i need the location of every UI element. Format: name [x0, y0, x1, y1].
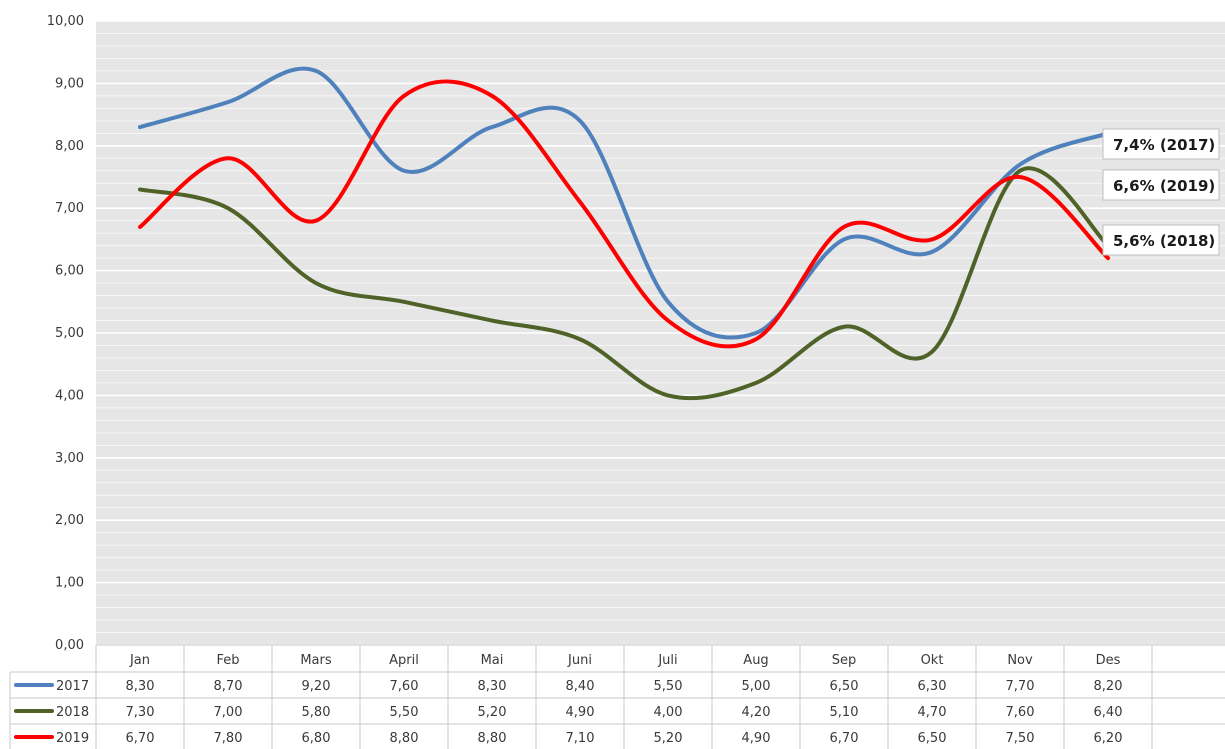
- data-label: 7,60: [1006, 705, 1035, 720]
- data-label: 8,70: [214, 679, 243, 694]
- data-label: 6,40: [1094, 705, 1123, 720]
- callout-text: 6,6% (2019): [1113, 177, 1215, 195]
- x-tick-label: Jan: [129, 653, 150, 668]
- data-label: 7,00: [214, 705, 243, 720]
- data-label: 7,50: [1006, 731, 1035, 746]
- y-tick-label: 8,00: [55, 139, 84, 154]
- data-label: 5,50: [390, 705, 419, 720]
- callout-text: 7,4% (2017): [1113, 136, 1215, 154]
- callout-labels: 7,4% (2017) 6,6% (2019) 5,6% (2018): [1102, 128, 1220, 256]
- callout-text: 5,6% (2018): [1113, 232, 1215, 250]
- series-lines: [138, 66, 1110, 401]
- data-label: 7,60: [390, 679, 419, 694]
- data-label: 5,20: [654, 731, 683, 746]
- y-tick-label: 2,00: [55, 513, 84, 528]
- data-label: 7,80: [214, 731, 243, 746]
- legend-label: 2017: [56, 679, 89, 694]
- y-tick-label: 3,00: [55, 451, 84, 466]
- data-label: 8,30: [126, 679, 155, 694]
- data-label: 8,30: [478, 679, 507, 694]
- x-tick-label: Aug: [743, 653, 768, 668]
- data-label: 5,10: [830, 705, 859, 720]
- series-line-2019: [138, 79, 1110, 349]
- series-line-2018: [138, 166, 1110, 401]
- data-label: 8,80: [478, 731, 507, 746]
- data-label: 5,80: [302, 705, 331, 720]
- data-label: 8,80: [390, 731, 419, 746]
- callout-1: 7,4% (2017): [1102, 128, 1220, 160]
- x-tick-label: Mars: [300, 653, 332, 668]
- x-tick-label: April: [389, 653, 419, 668]
- data-label: 6,50: [918, 731, 947, 746]
- x-tick-label: Feb: [216, 653, 239, 668]
- data-label: 5,20: [478, 705, 507, 720]
- callout-2: 6,6% (2019): [1102, 169, 1220, 201]
- data-label: 7,30: [126, 705, 155, 720]
- data-label: 4,20: [742, 705, 771, 720]
- data-label: 8,20: [1094, 679, 1123, 694]
- data-label: 5,00: [742, 679, 771, 694]
- y-axis-tick-labels: 0,00 1,00 2,00 3,00 4,00 5,00 6,00 7,00 8,00 9,00…: [47, 14, 84, 653]
- data-label: 6,50: [830, 679, 859, 694]
- x-tick-label: Des: [1096, 653, 1121, 668]
- data-label: 4,70: [918, 705, 947, 720]
- data-label: 8,40: [566, 679, 595, 694]
- data-label: 6,20: [1094, 731, 1123, 746]
- data-label: 6,80: [302, 731, 331, 746]
- x-tick-label: Mai: [481, 653, 504, 668]
- data-table: Jan Feb Mars April Mai Juni Juli Aug Sep Okt Nov De…: [9, 644, 1225, 749]
- major-gridlines: [96, 20, 1225, 646]
- series-line-2017: [138, 66, 1110, 340]
- data-label: 7,70: [1006, 679, 1035, 694]
- data-label: 5,50: [654, 679, 683, 694]
- table-background: [96, 645, 1225, 749]
- y-tick-label: 9,00: [55, 76, 84, 91]
- legend-label: 2019: [56, 731, 89, 746]
- callout-3: 5,6% (2018): [1102, 224, 1220, 256]
- x-tick-label: Juli: [657, 653, 677, 668]
- data-label: 6,30: [918, 679, 947, 694]
- data-label: 7,10: [566, 731, 595, 746]
- x-tick-label: Sep: [832, 653, 857, 668]
- x-tick-label: Okt: [921, 653, 944, 668]
- data-label: 9,20: [302, 679, 331, 694]
- data-label: 4,90: [566, 705, 595, 720]
- data-label: 6,70: [126, 731, 155, 746]
- data-label: 4,00: [654, 705, 683, 720]
- minor-gridlines: [96, 32, 1225, 634]
- y-tick-label: 10,00: [47, 14, 84, 29]
- y-tick-label: 7,00: [55, 201, 84, 216]
- legend-label: 2018: [56, 705, 89, 720]
- y-tick-label: 4,00: [55, 388, 84, 403]
- y-tick-label: 5,00: [55, 326, 84, 341]
- y-tick-label: 6,00: [55, 264, 84, 279]
- y-tick-label: 1,00: [55, 576, 84, 591]
- data-label: 4,90: [742, 731, 771, 746]
- x-tick-label: Juni: [567, 653, 592, 668]
- data-label: 6,70: [830, 731, 859, 746]
- x-tick-label: Nov: [1007, 653, 1033, 668]
- y-tick-label: 0,00: [55, 638, 84, 653]
